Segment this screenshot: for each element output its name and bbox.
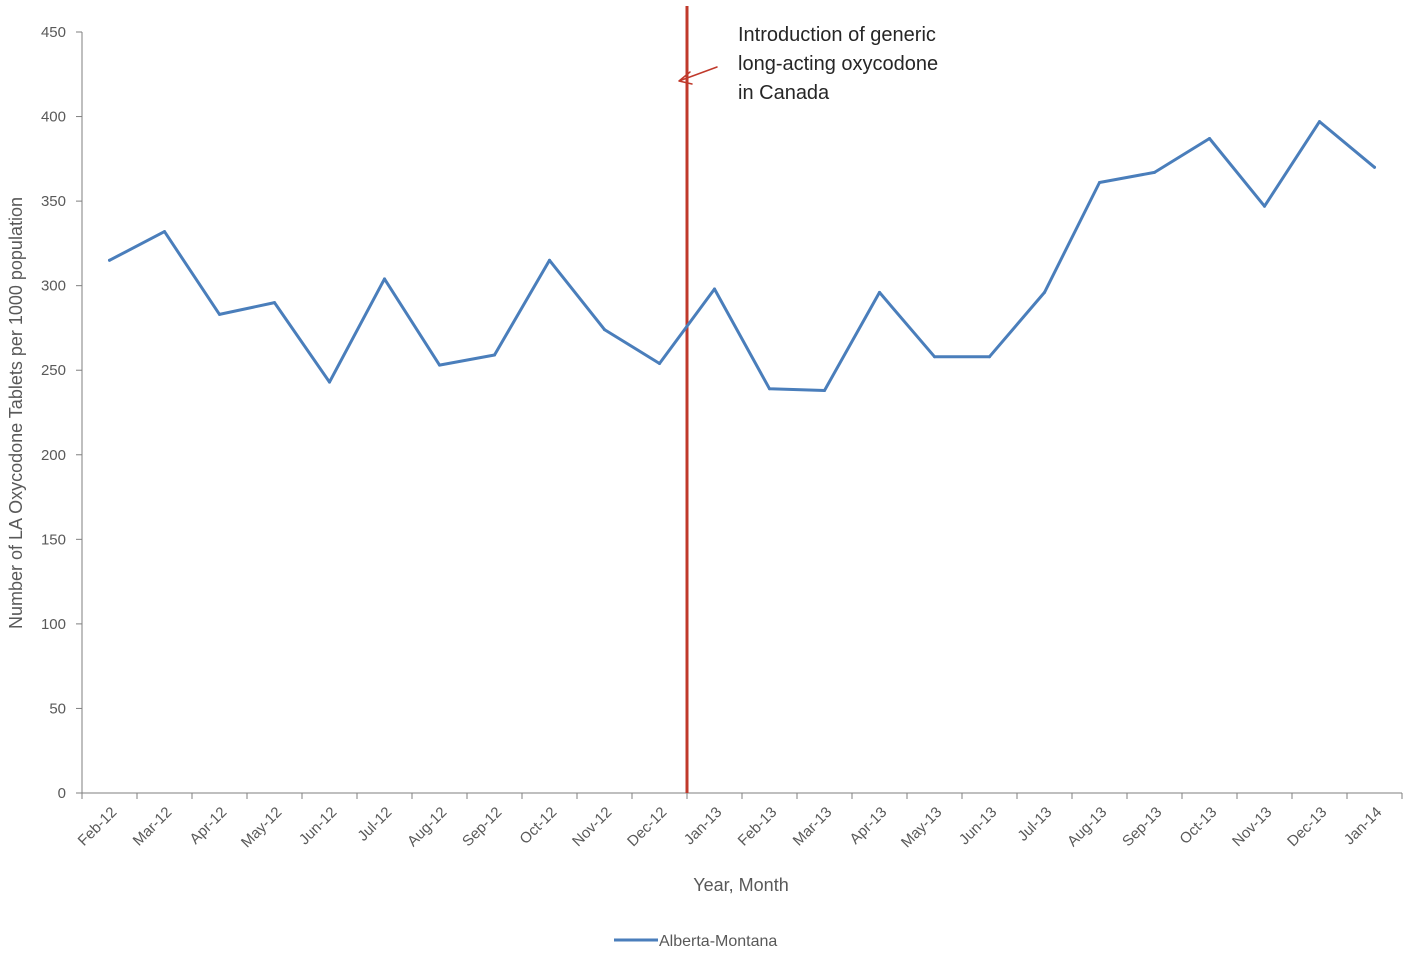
data-point bbox=[218, 313, 221, 316]
data-point bbox=[658, 362, 661, 365]
data-point bbox=[988, 355, 991, 358]
annotation-line-3: in Canada bbox=[738, 82, 830, 104]
data-point bbox=[163, 230, 166, 233]
data-point bbox=[1153, 171, 1156, 174]
y-tick-label: 300 bbox=[41, 278, 66, 295]
x-tick-label: Feb-13 bbox=[735, 804, 781, 850]
x-tick-label: Aug-12 bbox=[404, 804, 450, 850]
data-point bbox=[438, 364, 441, 367]
annotation-line-1: Introduction of generic bbox=[738, 24, 936, 46]
y-tick-label: 100 bbox=[41, 616, 66, 633]
x-tick-label: May-13 bbox=[898, 804, 945, 851]
x-tick-label: Mar-13 bbox=[790, 804, 836, 850]
x-tick-label: Feb-12 bbox=[75, 804, 121, 850]
data-point bbox=[603, 328, 606, 331]
annotation: Introduction of generic long-acting oxyc… bbox=[679, 24, 938, 104]
legend-label: Alberta-Montana bbox=[659, 933, 777, 950]
data-point bbox=[493, 354, 496, 357]
x-tick-label: Dec-12 bbox=[624, 804, 670, 850]
x-tick-label: Jul-13 bbox=[1014, 804, 1055, 845]
data-point bbox=[768, 387, 771, 390]
data-point bbox=[1208, 137, 1211, 140]
data-point bbox=[933, 355, 936, 358]
data-point bbox=[1318, 120, 1321, 123]
data-point bbox=[548, 259, 551, 262]
y-tick-label: 250 bbox=[41, 362, 66, 379]
data-point bbox=[1373, 166, 1376, 169]
x-tick-label: Jan-14 bbox=[1341, 804, 1385, 848]
x-tick-label: Dec-13 bbox=[1284, 804, 1330, 850]
series-group bbox=[108, 120, 1376, 392]
y-tick-label: 450 bbox=[41, 24, 66, 41]
y-tick-label: 50 bbox=[49, 700, 66, 717]
x-tick-label: Jul-12 bbox=[354, 804, 395, 845]
data-point bbox=[1043, 291, 1046, 294]
data-point bbox=[713, 288, 716, 291]
x-tick-label: Nov-13 bbox=[1229, 804, 1275, 850]
x-tick-label: Aug-13 bbox=[1064, 804, 1110, 850]
data-point bbox=[1263, 205, 1266, 208]
data-point bbox=[383, 277, 386, 280]
x-axis-title: Year, Month bbox=[693, 875, 788, 895]
y-tick-label: 200 bbox=[41, 447, 66, 464]
y-axis-title: Number of LA Oxycodone Tablets per 1000 … bbox=[6, 197, 26, 629]
x-tick-label: Jan-13 bbox=[681, 804, 725, 848]
x-tick-label: May-12 bbox=[238, 804, 285, 851]
x-tick-label: Oct-13 bbox=[1176, 804, 1220, 848]
annotation-arrow bbox=[679, 67, 717, 84]
annotation-line-2: long-acting oxycodone bbox=[738, 53, 938, 75]
series-line bbox=[110, 122, 1375, 391]
data-point bbox=[1098, 181, 1101, 184]
x-tick-label: Apr-13 bbox=[846, 804, 890, 848]
x-tick-label: Sep-13 bbox=[1119, 804, 1165, 850]
legend: Alberta-Montana bbox=[614, 933, 777, 950]
x-tick-label: Jun-13 bbox=[956, 804, 1000, 848]
x-tick-label: Jun-12 bbox=[296, 804, 340, 848]
x-tick-label: Sep-12 bbox=[459, 804, 505, 850]
data-point bbox=[108, 259, 111, 262]
y-tick-label: 150 bbox=[41, 531, 66, 548]
data-point bbox=[823, 389, 826, 392]
data-point bbox=[878, 291, 881, 294]
x-axis: Feb-12 Mar-12 Apr-12 May-12 Jun-12 Jul-12 Aug-… bbox=[75, 793, 1402, 851]
y-tick-label: 350 bbox=[41, 193, 66, 210]
data-point bbox=[328, 381, 331, 384]
y-tick-label: 400 bbox=[41, 109, 66, 126]
y-axis: 0 50 100 150 200 250 300 350 400 450 bbox=[41, 24, 82, 802]
x-tick-label: Oct-12 bbox=[516, 804, 560, 848]
data-point bbox=[273, 301, 276, 304]
x-tick-label: Nov-12 bbox=[569, 804, 615, 850]
y-tick-label: 0 bbox=[58, 785, 66, 802]
x-tick-label: Apr-12 bbox=[186, 804, 230, 848]
x-tick-label: Mar-12 bbox=[130, 804, 176, 850]
